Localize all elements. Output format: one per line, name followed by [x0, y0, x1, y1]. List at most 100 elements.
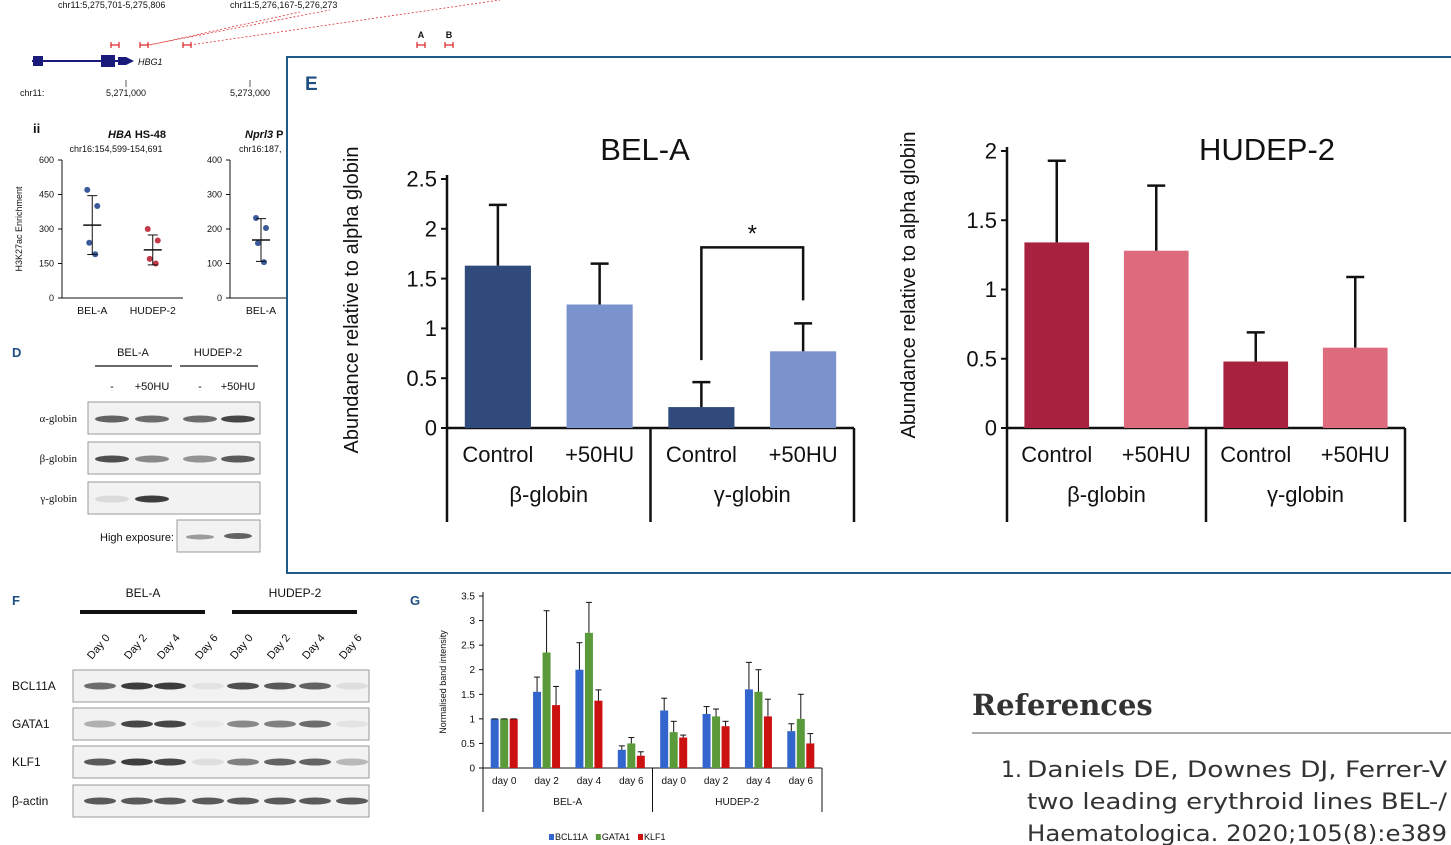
- chart-title: BEL-A: [600, 132, 690, 167]
- bar: [510, 719, 518, 768]
- y-tick-label: 0: [469, 764, 475, 775]
- row-label: β-actin: [12, 794, 48, 808]
- legend-swatch: [549, 834, 554, 840]
- blot-group: HUDEP-2: [269, 586, 322, 600]
- blot-band: [95, 456, 129, 463]
- lane-label: Day 4: [155, 632, 183, 662]
- blot-band: [192, 759, 224, 766]
- panel-letter: E: [305, 74, 318, 95]
- label: A: [418, 30, 425, 40]
- chart-title: HS-48: [135, 129, 166, 141]
- data-point: [84, 187, 90, 193]
- bar: [500, 719, 508, 768]
- x-tick-label: Control: [1021, 442, 1092, 467]
- blot-band: [135, 416, 169, 423]
- y-tick-label: 0.5: [461, 739, 475, 750]
- y-tick-label: 2: [985, 139, 997, 164]
- lane-label: +50HU: [135, 381, 170, 393]
- row-label: High exposure:: [100, 532, 174, 544]
- y-tick-label: 2: [469, 665, 475, 676]
- gene-exon: [33, 56, 43, 66]
- y-tick-label: 600: [39, 155, 54, 165]
- blot-band: [95, 496, 129, 503]
- blot-band: [227, 798, 259, 805]
- lane-label: Day 4: [300, 632, 328, 662]
- chart-subtitle: chr16:187,: [239, 144, 282, 154]
- blot-band: [183, 456, 217, 463]
- blot-band: [95, 416, 129, 423]
- x-tick-label: Control: [462, 442, 533, 467]
- blot-band: [135, 456, 169, 463]
- bar: [745, 689, 753, 768]
- bar: [679, 738, 687, 768]
- row-label: β-globin: [40, 453, 78, 465]
- y-tick-label: 1: [469, 714, 475, 725]
- group-label: β-globin: [1067, 482, 1146, 507]
- bar: [722, 726, 730, 768]
- chart-subtitle: chr16:154,599-154,691: [69, 144, 162, 154]
- bar: [637, 756, 645, 768]
- bar: [1024, 242, 1089, 428]
- gene-exon: [118, 57, 126, 65]
- y-tick-label: 300: [207, 190, 222, 200]
- y-tick-label: 100: [207, 259, 222, 269]
- lane-label: +50HU: [221, 381, 256, 393]
- row-label: BCL11A: [12, 679, 56, 693]
- y-axis-label: Abundance relative to alpha globin: [341, 147, 363, 454]
- figure-page: chr11:5,275,701-5,275,806chr11:5,276,167…: [0, 0, 1451, 845]
- blot-band: [121, 798, 153, 805]
- blot-band: [84, 683, 116, 690]
- blot-band: [121, 721, 153, 728]
- legend-swatch: [596, 834, 601, 840]
- lane-label: -: [198, 381, 202, 393]
- blot-band: [227, 759, 259, 766]
- reference-text: two leading erythroid lines BEL-/: [1027, 790, 1448, 815]
- blot-band: [221, 416, 255, 423]
- lane-label: Day 2: [265, 632, 293, 662]
- row-label: KLF1: [12, 755, 41, 769]
- group-label: γ-globin: [714, 482, 791, 507]
- x-tick-label: day 6: [619, 776, 644, 787]
- bar: [712, 716, 720, 768]
- bar: [533, 692, 541, 768]
- data-point: [261, 259, 267, 265]
- group-label: γ-globin: [1267, 482, 1344, 507]
- y-tick-label: 450: [39, 190, 54, 200]
- section-heading: References: [972, 688, 1153, 722]
- lane-label: Day 0: [85, 632, 113, 662]
- x-tick-label: +50HU: [769, 442, 838, 467]
- y-tick-label: 0.5: [966, 346, 997, 371]
- reference-text: Daniels DE, Downes DJ, Ferrer-V: [1027, 758, 1447, 783]
- panel-letter: D: [12, 345, 21, 360]
- reference-number: 1.: [1001, 758, 1022, 783]
- y-tick-label: 200: [207, 224, 222, 234]
- data-point: [86, 240, 92, 246]
- group-label: BEL-A: [553, 797, 582, 808]
- bar: [552, 705, 560, 768]
- bar: [770, 351, 836, 428]
- y-tick-label: 2: [425, 217, 437, 242]
- gene-exon: [101, 55, 115, 67]
- blot-band: [154, 721, 186, 728]
- bar: [797, 719, 805, 768]
- blot-band: [183, 416, 217, 423]
- blot-band: [192, 683, 224, 690]
- chart-title: HBA: [108, 129, 132, 141]
- blot-band: [264, 683, 296, 690]
- y-tick-label: 0: [985, 416, 997, 441]
- blot-band: [299, 721, 331, 728]
- bar: [660, 711, 668, 768]
- x-tick-label: +50HU: [1122, 442, 1191, 467]
- chart-title: HUDEP-2: [1199, 132, 1335, 167]
- y-tick-label: 0.5: [406, 366, 437, 391]
- bar: [1124, 251, 1189, 428]
- data-point: [263, 225, 269, 231]
- group-label: HUDEP-2: [715, 797, 759, 808]
- y-tick-label: 0: [49, 293, 54, 303]
- label: B: [446, 30, 453, 40]
- x-tick-label: +50HU: [1321, 442, 1390, 467]
- blot-group: BEL-A: [126, 586, 161, 600]
- x-tick-label: day 0: [492, 776, 517, 787]
- lane-label: Day 6: [193, 632, 221, 662]
- label: 5,271,000: [106, 88, 146, 98]
